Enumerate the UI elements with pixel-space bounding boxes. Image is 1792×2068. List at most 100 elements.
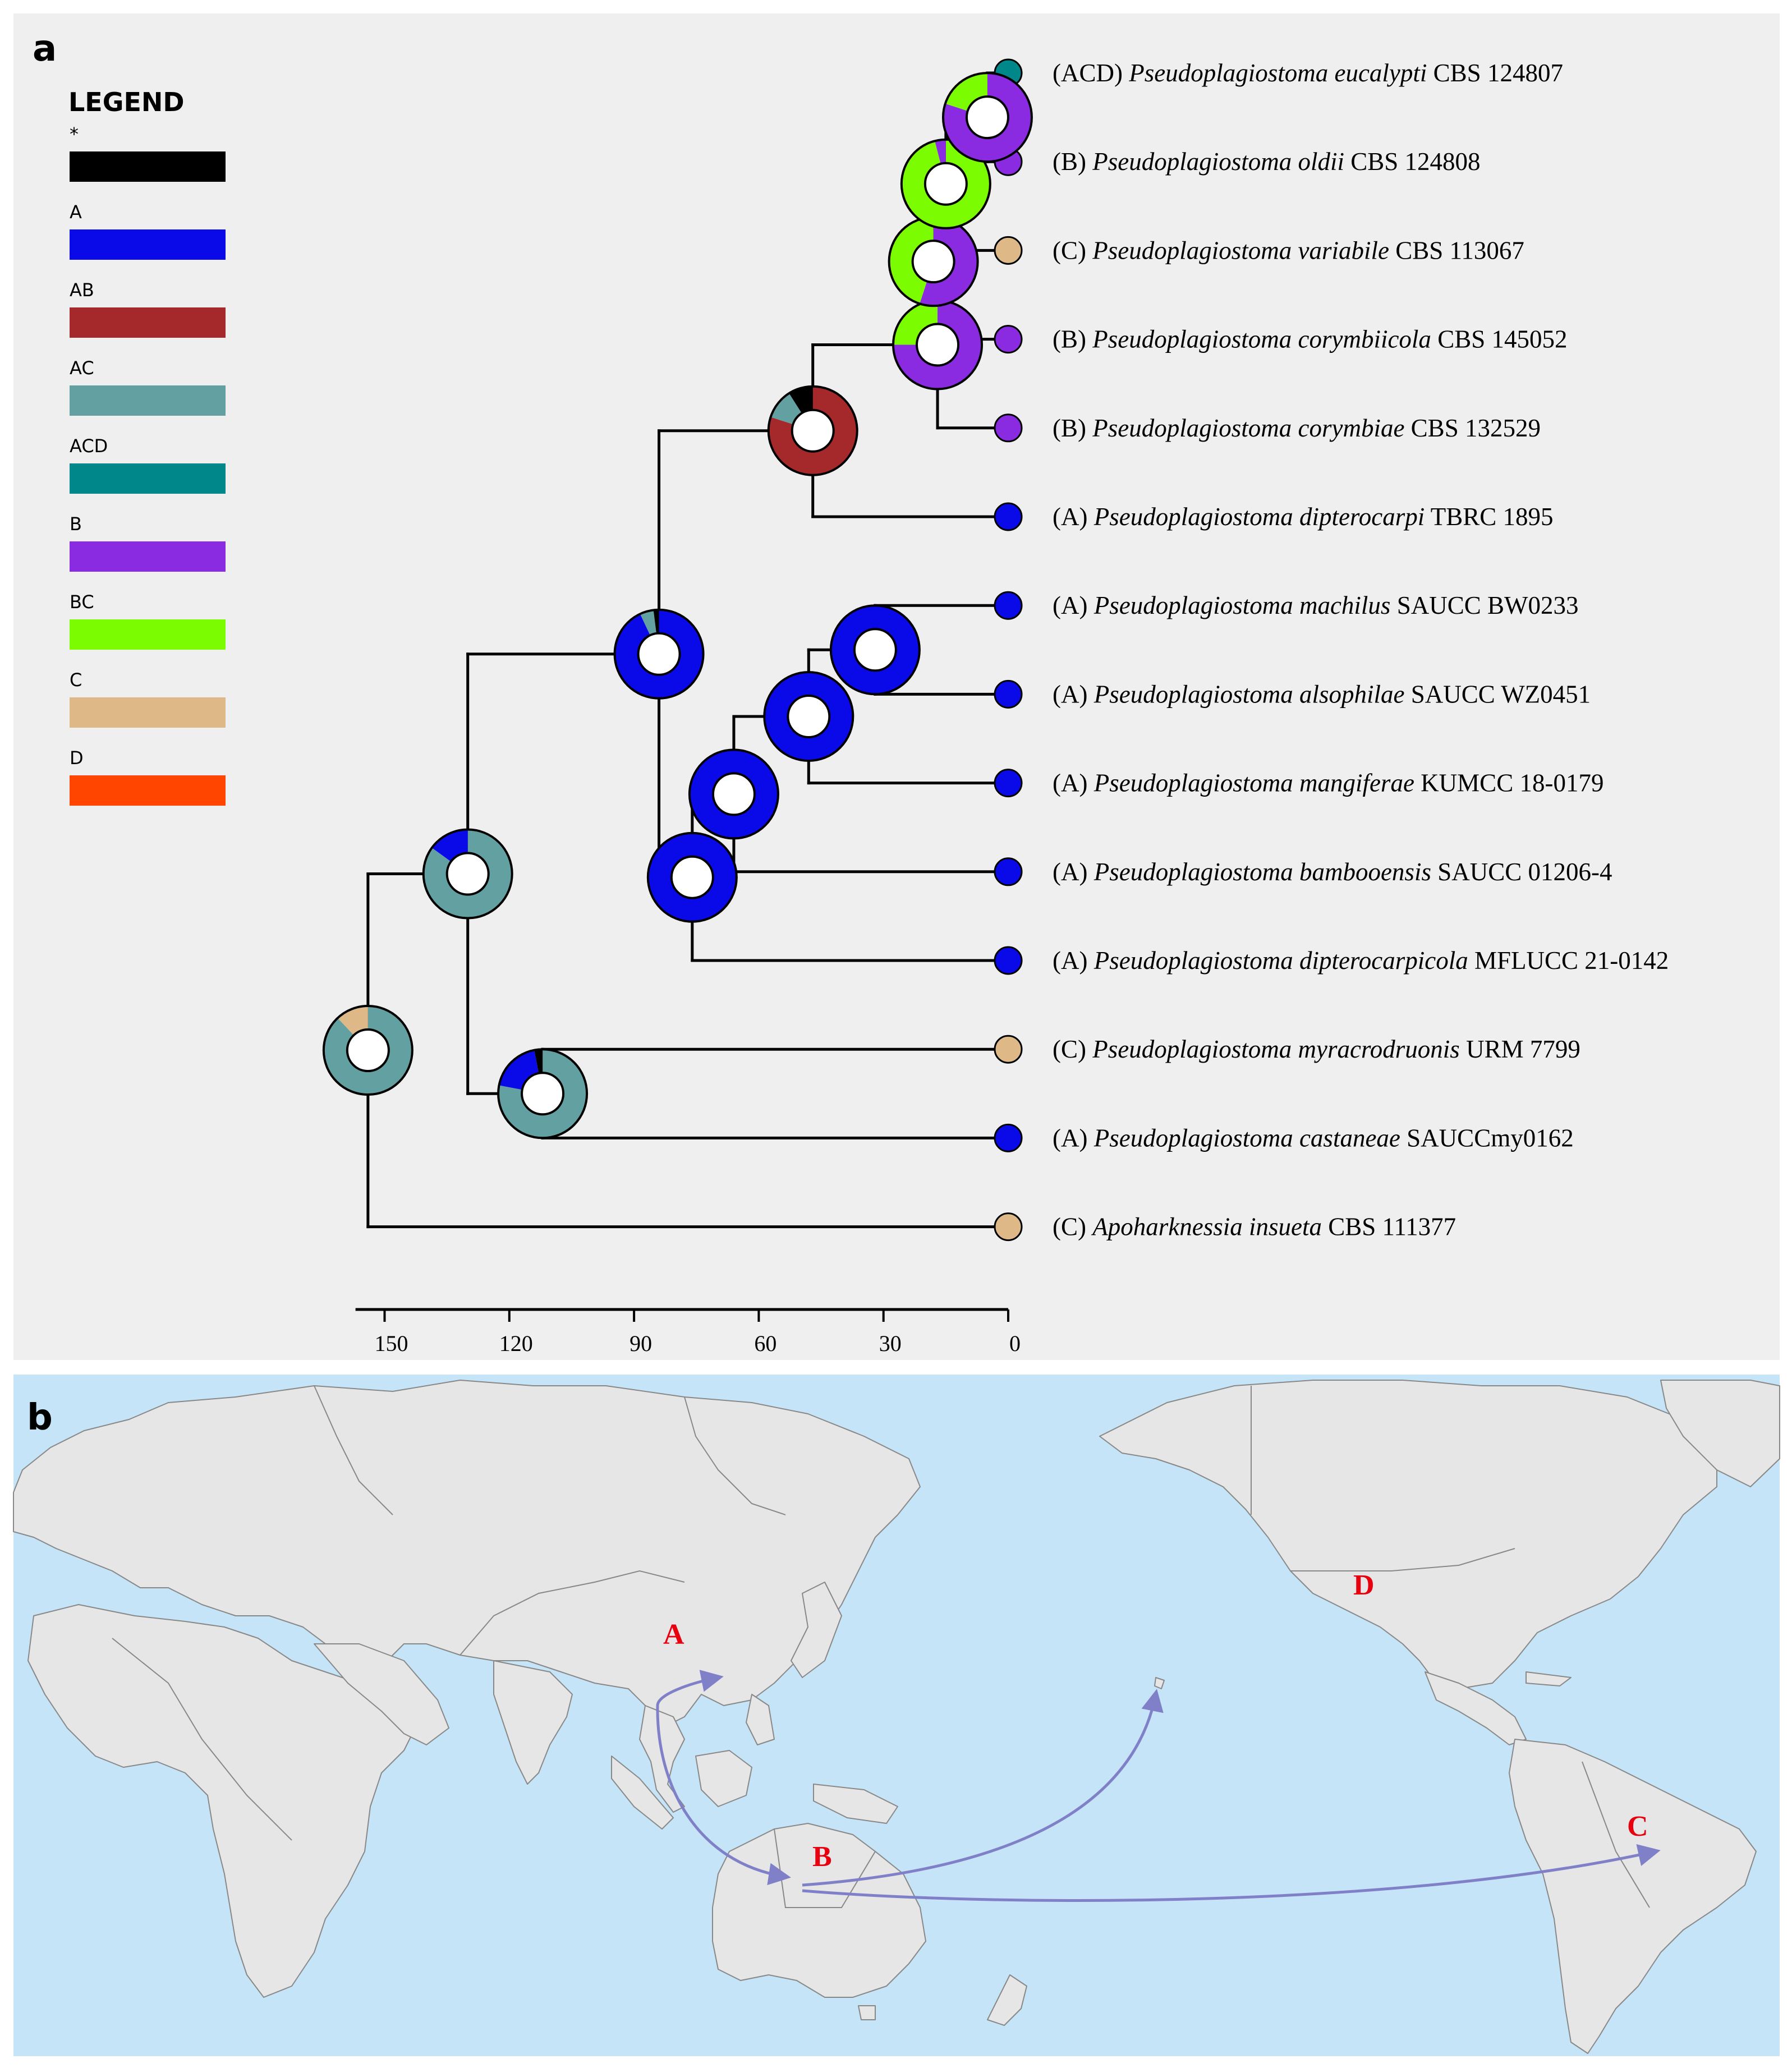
taxon-area: (B) [1053,325,1092,353]
land-tasmania [858,2005,876,2020]
axis-tick-label: 120 [499,1331,533,1356]
taxon-label: (ACD) Pseudoplagiostoma eucalypti CBS 12… [1053,59,1563,87]
legend-swatch-ac [70,385,226,416]
pie-center [670,855,714,899]
land-borneo [695,1750,752,1807]
taxon-strain: CBS 113067 [1389,236,1524,264]
land-africa [27,1604,416,1998]
taxon-area: (A) [1053,680,1094,708]
taxon-label: (B) Pseudoplagiostoma oldii CBS 124808 [1053,148,1481,176]
taxon-label: (C) Pseudoplagiostoma myracrodruonis URM… [1053,1035,1580,1063]
pie-outline [763,670,854,762]
pie-outline [688,748,779,840]
country-border [460,1570,685,1656]
legend-swatch-d [70,775,226,806]
pie-center [853,628,897,672]
taxon-name: Pseudoplagiostoma corymbiae [1092,414,1404,442]
taxon-label: (A) Pseudoplagiostoma bambooensis SAUCC … [1053,858,1612,886]
taxon-area: (A) [1053,1124,1094,1152]
taxon-label: (A) Pseudoplagiostoma castaneae SAUCCmy0… [1053,1124,1574,1152]
land-cuba [1526,1671,1572,1686]
tip-marker [994,325,1023,354]
taxon-strain: SAUCC BW0233 [1390,591,1578,619]
land-japan [791,1582,842,1678]
axis-tick-label: 0 [1009,1331,1021,1356]
country-border [1290,1548,1515,1571]
tip-marker [994,1123,1023,1152]
taxon-area: (B) [1053,414,1092,442]
legend-label-star: * [70,123,79,145]
node-pie-n3 [613,608,705,700]
land-new-zealand [987,1974,1027,2026]
taxon-name: Pseudoplagiostoma oldii [1092,148,1344,176]
taxon-name: Pseudoplagiostoma corymbiicola [1092,325,1431,353]
country-border [112,1638,292,1841]
pie-center [911,240,955,284]
pie-center [965,95,1009,140]
taxon-area: (C) [1053,236,1092,264]
legend-label-ab: AB [70,279,94,301]
land-sumatra [611,1755,674,1830]
country-border [684,1396,786,1515]
taxon-strain: SAUCCmy0162 [1400,1124,1574,1152]
node-pie-n2 [497,1048,589,1139]
taxon-area: (C) [1053,1035,1092,1063]
land-north-america [1099,1380,1717,1689]
legend-swatch-c [70,697,226,728]
legend-label-b: B [70,513,82,535]
land-eurasia [13,1380,921,1729]
tip-marker [994,769,1023,798]
pie-outline [767,385,858,476]
pie-center [346,1028,390,1073]
taxon-area: (ACD) [1053,59,1129,87]
land-india [493,1660,573,1785]
axis-tick-label: 30 [879,1331,902,1356]
pie-center [787,694,831,738]
tip-marker [994,591,1023,620]
pie-slice-bc [889,217,934,304]
pie-outline [322,1005,413,1096]
taxon-label: (A) Pseudoplagiostoma mangiferae KUMCC 1… [1053,769,1603,797]
tip-marker [994,413,1023,443]
taxon-label: (C) Apoharknessia insueta CBS 111377 [1053,1213,1456,1241]
legend-swatch-acd [70,463,226,494]
tip-marker [994,502,1023,531]
taxon-strain: CBS 145052 [1431,325,1568,353]
taxon-strain: SAUCC WZ0451 [1404,680,1591,708]
pie-center [445,852,490,896]
panel-b-label: b [27,1397,53,1439]
taxon-area: (B) [1053,148,1092,176]
taxon-label: (A) Pseudoplagiostoma alsophilae SAUCC W… [1053,680,1591,708]
pie-outline [422,828,513,920]
land-new-guinea [813,1784,898,1824]
arrow-a-to-b [656,1705,791,1886]
legend-title: LEGEND [68,87,185,117]
country-border [314,1385,393,1515]
pie-outline [900,138,991,229]
taxon-strain: URM 7799 [1460,1035,1580,1063]
node-pie-n12 [829,604,921,696]
area-labels: A B C D [663,1569,1648,1873]
axis-tick-label: 90 [630,1331,652,1356]
taxon-area: (A) [1053,769,1094,797]
legend: LEGEND * A AB AC ACD B BC C D [68,87,226,806]
arrow-a-to-se-asia [656,1670,724,1706]
legend-swatch-star [70,151,226,182]
pie-center [521,1072,565,1116]
taxon-name: Pseudoplagiostoma dipterocarpi [1093,503,1425,531]
arrow-b-to-c [802,1844,1661,1902]
legend-label-c: C [70,669,82,691]
taxon-label: (A) Pseudoplagiostoma dipterocarpi TBRC … [1053,503,1554,531]
tip-marker [994,857,1023,886]
node-pie-root [322,1005,413,1096]
phylogenetic-tree: (ACD) Pseudoplagiostoma eucalypti CBS 12… [322,58,1669,1242]
taxon-name: Pseudoplagiostoma myracrodruonis [1092,1035,1460,1063]
legend-swatch-ab [70,307,226,338]
map-area-label-b: B [812,1841,832,1873]
taxon-strain: CBS 111377 [1322,1213,1456,1241]
panel-b-map: A B C D [13,1375,1780,2056]
axis-tick-label: 150 [375,1331,408,1356]
taxon-name: Apoharknessia insueta [1091,1213,1322,1241]
arrow-b-to-d [802,1689,1164,1887]
